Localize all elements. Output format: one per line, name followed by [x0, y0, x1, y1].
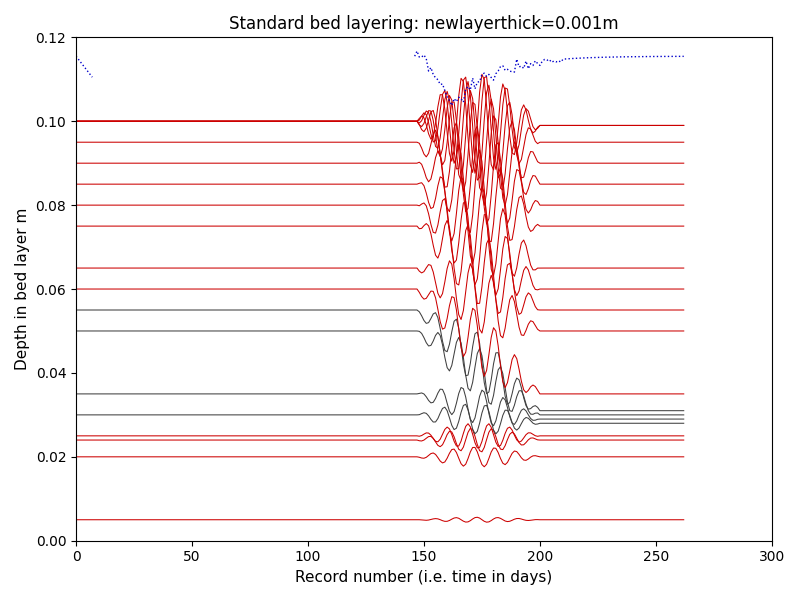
X-axis label: Record number (i.e. time in days): Record number (i.e. time in days): [295, 570, 553, 585]
Y-axis label: Depth in bed layer m: Depth in bed layer m: [15, 208, 30, 370]
Title: Standard bed layering: newlayerthick=0.001m: Standard bed layering: newlayerthick=0.0…: [229, 15, 618, 33]
